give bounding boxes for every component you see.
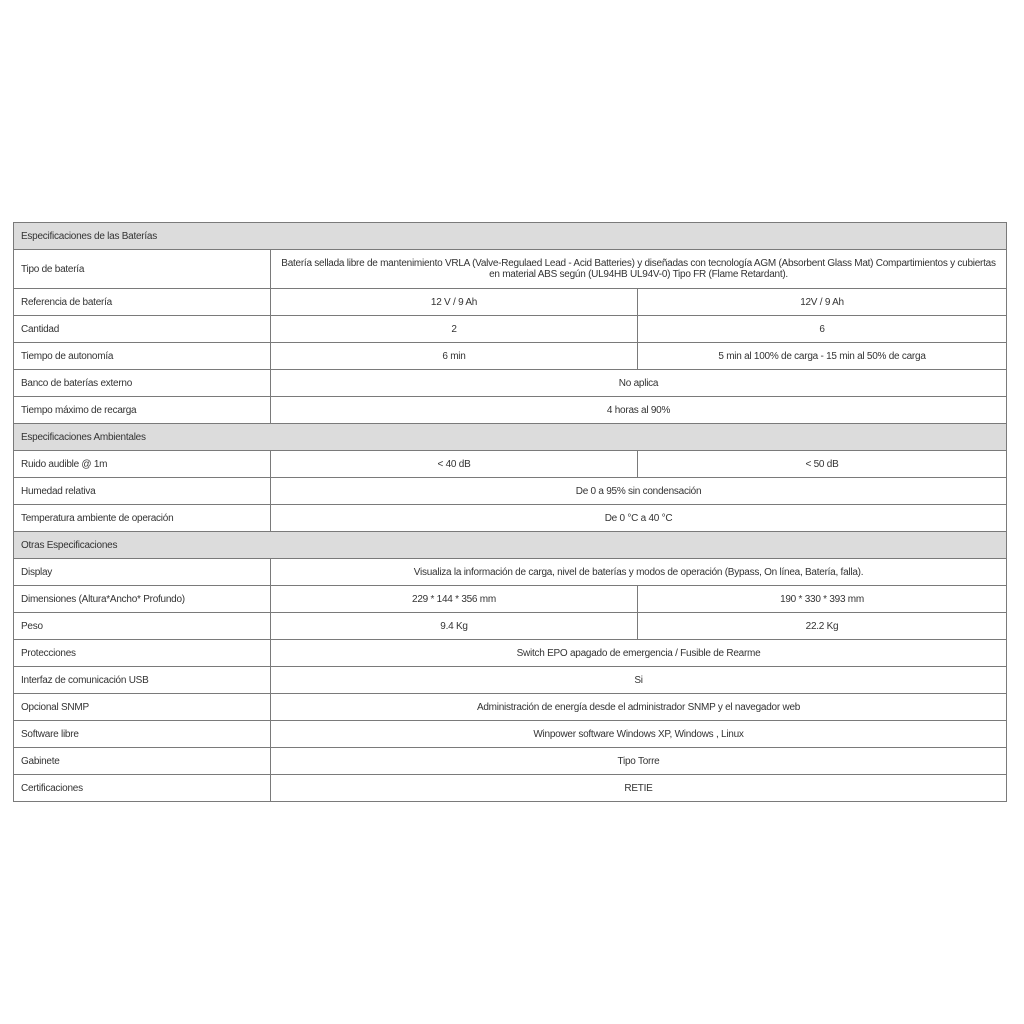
row-label: Tiempo máximo de recarga <box>13 396 271 424</box>
row-value: 4 horas al 90% <box>269 396 1008 424</box>
row-value: < 40 dB <box>270 450 638 478</box>
table-row: Referencia de batería 12 V / 9 Ah 12V / 9 … <box>13 288 1008 316</box>
row-label: Temperatura ambiente de operación <box>13 504 271 532</box>
table-row: Cantidad 2 6 <box>13 315 1008 343</box>
row-label: Humedad relativa <box>13 477 271 505</box>
row-value: Administración de energía desde el admin… <box>269 693 1008 721</box>
row-label: Peso <box>13 612 271 640</box>
table-row: Display Visualiza la información de carga… <box>13 558 1008 586</box>
table-row: Temperatura ambiente de operación De 0 °C… <box>13 504 1008 532</box>
row-value: Winpower software Windows XP, Windows , … <box>269 720 1008 748</box>
section-title: Especificaciones de las Baterías <box>12 222 1008 250</box>
table-row: Certificaciones RETIE <box>13 774 1008 802</box>
table-row: Gabinete Tipo Torre <box>13 747 1008 775</box>
table-row: Software libre Winpower software Windows … <box>13 720 1008 748</box>
row-value: 2 <box>270 315 638 343</box>
table-row: Protecciones Switch EPO apagado de emerge… <box>13 639 1008 667</box>
table-row: Opcional SNMP Administración de energía d… <box>13 693 1008 721</box>
row-value: De 0 °C a 40 °C <box>269 504 1008 532</box>
table-row: Ruido audible @ 1m < 40 dB < 50 dB <box>13 450 1008 478</box>
table-row: Dimensiones (Altura*Ancho* Profundo) 229 … <box>13 585 1008 613</box>
row-label: Display <box>13 558 271 586</box>
row-label: Interfaz de comunicación USB <box>13 666 271 694</box>
section-title: Especificaciones Ambientales <box>12 423 1008 451</box>
row-value: De 0 a 95% sin condensación <box>269 477 1008 505</box>
specifications-table: Especificaciones de las Baterías Tipo de … <box>12 222 1008 802</box>
row-value: 12 V / 9 Ah <box>270 288 638 316</box>
row-label: Opcional SNMP <box>13 693 271 721</box>
row-value: Batería sellada libre de mantenimiento V… <box>269 249 1008 289</box>
section-header: Especificaciones Ambientales <box>12 423 1008 451</box>
row-label: Certificaciones <box>13 774 271 802</box>
row-value: 22.2 Kg <box>636 612 1008 640</box>
row-label: Tiempo de autonomía <box>13 342 271 370</box>
section-title: Otras Especificaciones <box>12 531 1008 559</box>
row-value: RETIE <box>269 774 1008 802</box>
section-header: Otras Especificaciones <box>12 531 1008 559</box>
row-label: Banco de baterías externo <box>13 369 271 397</box>
table-row: Tiempo de autonomía 6 min 5 min al 100% de… <box>13 342 1008 370</box>
row-value: No aplica <box>269 369 1008 397</box>
row-value: 12V / 9 Ah <box>636 288 1008 316</box>
row-label: Protecciones <box>13 639 271 667</box>
row-value: Si <box>269 666 1008 694</box>
row-value: 5 min al 100% de carga - 15 min al 50% d… <box>636 342 1008 370</box>
table-row: Tiempo máximo de recarga 4 horas al 90% <box>13 396 1008 424</box>
row-label: Gabinete <box>13 747 271 775</box>
row-value: 6 <box>636 315 1008 343</box>
row-value: 6 min <box>270 342 638 370</box>
row-label: Dimensiones (Altura*Ancho* Profundo) <box>13 585 271 613</box>
row-value: Tipo Torre <box>269 747 1008 775</box>
row-value: 9.4 Kg <box>270 612 638 640</box>
row-label: Software libre <box>13 720 271 748</box>
row-value: 190 * 330 * 393 mm <box>636 585 1008 613</box>
row-value: < 50 dB <box>636 450 1008 478</box>
row-value: 229 * 144 * 356 mm <box>270 585 638 613</box>
table-row: Peso 9.4 Kg 22.2 Kg <box>13 612 1008 640</box>
row-label: Ruido audible @ 1m <box>13 450 271 478</box>
table-row: Humedad relativa De 0 a 95% sin condensac… <box>13 477 1008 505</box>
table-row: Tipo de batería Batería sellada libre de … <box>13 249 1008 289</box>
row-value: Switch EPO apagado de emergencia / Fusib… <box>269 639 1008 667</box>
table-row: Banco de baterías externo No aplica <box>13 369 1008 397</box>
table-row: Interfaz de comunicación USB Si <box>13 666 1008 694</box>
row-label: Cantidad <box>13 315 271 343</box>
row-label: Referencia de batería <box>13 288 271 316</box>
row-label: Tipo de batería <box>13 249 271 289</box>
row-value: Visualiza la información de carga, nivel… <box>269 558 1008 586</box>
section-header: Especificaciones de las Baterías <box>12 222 1008 250</box>
